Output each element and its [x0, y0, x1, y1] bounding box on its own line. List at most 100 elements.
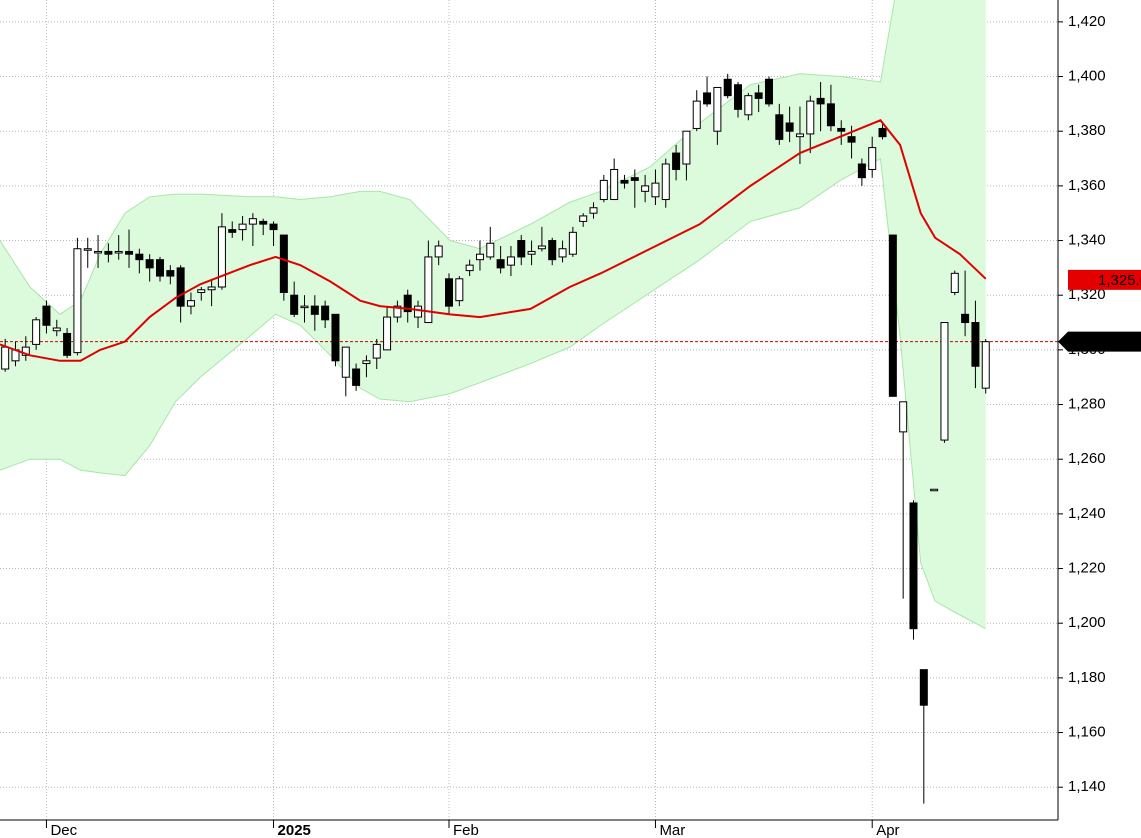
candle-body — [94, 250, 103, 254]
y-tick-label: 1,220 — [1068, 560, 1106, 577]
x-tick-label: Mar — [659, 822, 685, 838]
y-tick-label: 1,420 — [1068, 13, 1106, 30]
last-price-label: 1,303.03 — [1075, 334, 1133, 351]
candle-body — [899, 401, 908, 433]
candle-body — [393, 305, 402, 318]
candle-body — [145, 259, 154, 269]
candle-body — [734, 84, 743, 110]
candle-body — [42, 305, 51, 326]
candle-body — [331, 313, 340, 362]
candle-body — [176, 267, 185, 307]
candle-body — [981, 341, 990, 389]
candle-body — [579, 215, 588, 222]
candle-body — [465, 264, 474, 272]
candle-body — [950, 272, 959, 293]
candle-body — [940, 322, 949, 441]
candle-body — [341, 346, 350, 378]
candle-body — [166, 270, 175, 277]
candle-body — [713, 86, 722, 132]
y-tick-label: 1,400 — [1068, 68, 1106, 85]
y-tick-label: 1,380 — [1068, 122, 1106, 139]
candle-body — [857, 163, 866, 179]
candle-body — [537, 245, 546, 250]
y-tick-label: 1,320 — [1068, 286, 1106, 303]
candle-body — [723, 78, 732, 97]
candle-body — [682, 130, 691, 165]
candle-body — [486, 242, 495, 258]
candle-body — [104, 250, 113, 255]
candle-body — [692, 100, 701, 129]
candle-body — [641, 185, 650, 192]
candle-body — [930, 488, 939, 492]
candle-body — [73, 248, 82, 354]
moving-average — [0, 119, 987, 362]
candle-body — [52, 327, 61, 332]
candle-body — [475, 253, 484, 261]
last-price-box — [1058, 331, 1141, 352]
candle-body — [909, 502, 918, 630]
candle-body — [785, 122, 794, 132]
candle-body — [1, 346, 10, 370]
candle-body — [517, 240, 526, 258]
candle-body — [352, 368, 361, 386]
candle-body — [383, 316, 392, 351]
candle-body — [795, 133, 804, 138]
candle-body — [847, 136, 856, 143]
candle-body — [620, 179, 629, 184]
x-tick-label: Feb — [453, 822, 479, 838]
x-tick-label: Apr — [876, 822, 899, 838]
candle-body — [754, 92, 763, 99]
candle-body — [248, 218, 257, 225]
candle-body — [888, 234, 897, 397]
candle-body — [806, 100, 815, 135]
candle-body — [125, 250, 134, 255]
x-tick-label: Dec — [50, 822, 77, 838]
candle-body — [269, 223, 278, 231]
y-tick-label: 1,280 — [1068, 396, 1106, 413]
candle-body — [259, 220, 268, 225]
candle-body — [207, 286, 216, 291]
candle-body — [434, 245, 443, 258]
candle-body — [826, 103, 835, 127]
candle-body — [496, 259, 505, 269]
candle-body — [837, 127, 846, 132]
ma-label-box — [1068, 269, 1141, 290]
candle-body — [424, 256, 433, 324]
y-tick-label: 1,200 — [1068, 614, 1106, 631]
candle-body — [651, 182, 660, 198]
candle-body — [764, 78, 773, 105]
ma-label: 1,325.61 — [1098, 272, 1141, 289]
candle-body — [228, 229, 237, 233]
candle-body — [300, 305, 309, 309]
candle-body — [703, 92, 712, 105]
candle-body — [599, 179, 608, 201]
y-tick-label: 1,340 — [1068, 232, 1106, 249]
candle-body — [878, 127, 887, 138]
candle-body — [279, 234, 288, 293]
candle-body — [919, 669, 928, 706]
candle-body — [455, 278, 464, 302]
candle-body — [610, 168, 619, 201]
x-tick-label: 2025 — [278, 822, 311, 838]
candle-body — [630, 177, 639, 181]
candle-body — [32, 319, 41, 345]
candle-body — [672, 152, 681, 170]
candle-body — [310, 305, 319, 315]
candle-body — [868, 147, 877, 170]
candle-body — [63, 332, 72, 356]
y-tick-label: 1,260 — [1068, 450, 1106, 467]
candle-body — [775, 114, 784, 140]
candle-body — [83, 248, 92, 251]
candle-body — [816, 97, 825, 105]
candle-body — [506, 256, 515, 266]
upper-band — [0, 0, 895, 315]
candle-body — [414, 305, 423, 318]
candle-body — [589, 207, 598, 214]
candle-body — [445, 278, 454, 307]
y-tick-label: 1,140 — [1068, 778, 1106, 795]
candle-body — [238, 223, 247, 231]
y-tick-label: 1,360 — [1068, 177, 1106, 194]
candle-body — [548, 240, 557, 261]
